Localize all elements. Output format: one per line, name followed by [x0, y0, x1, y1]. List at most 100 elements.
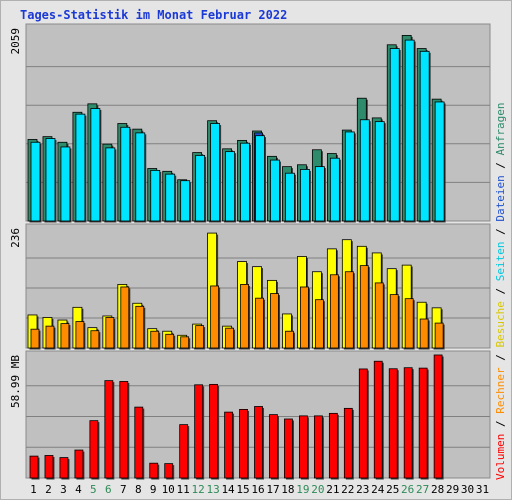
bar-dateien: [314, 166, 326, 223]
bar-rechner: [329, 274, 340, 350]
legend-sep-5: /: [494, 155, 507, 175]
bar-volumen: [358, 368, 369, 480]
bar-volumen: [328, 412, 339, 480]
y-axis-label-visits: 236: [9, 228, 22, 248]
bar-volumen: [269, 414, 279, 480]
legend-sep-4: /: [494, 222, 507, 242]
bar-volumen: [104, 380, 115, 480]
y-axis-label-hits: 2059: [9, 28, 22, 55]
bar-volumen: [224, 411, 235, 480]
bar-rechner: [30, 328, 41, 350]
chart-panel-volume: 58.99 MB: [9, 350, 491, 480]
bar-dateien: [359, 119, 371, 223]
bar-rechner: [240, 284, 251, 350]
bar-volumen: [59, 457, 70, 480]
legend-volumen: Volumen: [494, 434, 507, 480]
bar-dateien: [270, 159, 281, 223]
x-tick-label: 14: [221, 483, 235, 496]
x-tick-label: 4: [75, 483, 82, 496]
legend-besuche: Besuche: [494, 301, 507, 347]
bar-rechner: [165, 333, 176, 350]
bar-volumen: [119, 381, 130, 480]
bar-dateien: [434, 101, 446, 223]
bar-volumen: [29, 455, 40, 480]
bar-dateien: [329, 157, 341, 223]
bar-rechner: [60, 323, 71, 350]
legend-seiten: Seiten: [494, 242, 507, 282]
x-tick-label: 30: [461, 483, 474, 496]
bar-rechner: [270, 293, 280, 350]
legend-rechner: Rechner: [494, 367, 507, 414]
chart-panel-hits: 2059: [9, 23, 491, 223]
x-tick-label: 9: [150, 483, 157, 496]
bar-dateien: [120, 126, 132, 223]
bar-volumen: [44, 455, 55, 480]
bar-volumen: [134, 406, 145, 480]
bar-dateien: [105, 147, 117, 223]
x-tick-label: 1: [30, 483, 37, 496]
bar-volumen: [403, 367, 414, 480]
bar-dateien: [195, 154, 207, 223]
x-tick-label: 15: [236, 483, 249, 496]
x-tick-label: 24: [371, 483, 385, 496]
x-tick-label: 8: [135, 483, 142, 496]
x-tick-label: 21: [326, 483, 339, 496]
x-tick-label: 18: [281, 483, 294, 496]
x-tick-label: 22: [341, 483, 354, 496]
bar-dateien: [30, 141, 42, 223]
x-tick-label: 28: [431, 483, 444, 496]
bar-volumen: [74, 449, 85, 480]
bar-rechner: [300, 286, 310, 350]
bar-rechner: [120, 286, 131, 350]
bar-dateien: [90, 108, 102, 223]
bar-rechner: [150, 330, 161, 350]
bar-dateien: [180, 180, 192, 223]
x-tick-label: 12: [192, 483, 205, 496]
bar-dateien: [404, 39, 416, 223]
x-tick-label: 6: [105, 483, 112, 496]
bar-volumen: [343, 407, 354, 480]
bar-rechner: [180, 336, 191, 350]
legend-dateien: Dateien: [494, 175, 507, 221]
x-tick-label: 17: [266, 483, 279, 496]
x-tick-label: 25: [386, 483, 399, 496]
legend-sep-1: /: [494, 414, 507, 434]
bar-rechner: [255, 297, 266, 350]
bar-dateien: [225, 151, 237, 223]
bar-rechner: [105, 317, 116, 350]
bar-volumen: [164, 463, 175, 480]
bar-rechner: [135, 305, 146, 350]
bar-dateien: [374, 121, 386, 223]
x-tick-label: 3: [60, 483, 67, 496]
bar-volumen: [373, 360, 384, 480]
bar-volumen: [284, 418, 294, 480]
x-tick-label: 2: [45, 483, 52, 496]
bar-rechner: [225, 327, 236, 350]
bar-dateien: [255, 135, 267, 223]
x-tick-label: 7: [120, 483, 127, 496]
bar-rechner: [344, 271, 355, 350]
x-tick-label: 10: [162, 483, 175, 496]
chart-legend: Volumen / Rechner / Besuche / Seiten / D…: [494, 102, 507, 480]
bar-dateien: [45, 138, 57, 223]
bar-rechner: [374, 282, 385, 350]
bar-rechner: [75, 321, 86, 350]
bar-volumen: [254, 406, 265, 480]
bar-dateien: [285, 172, 296, 223]
bar-volumen: [179, 424, 190, 480]
x-tick-label: 20: [311, 483, 324, 496]
x-tick-label: 31: [476, 483, 489, 496]
bar-rechner: [404, 298, 415, 350]
bar-dateien: [419, 50, 431, 223]
x-tick-label: 26: [401, 483, 414, 496]
x-tick-label: 11: [177, 483, 190, 496]
bar-rechner: [90, 330, 101, 350]
bar-volumen: [149, 462, 160, 480]
bar-dateien: [389, 48, 401, 223]
bar-dateien: [240, 142, 252, 223]
bar-dateien: [165, 173, 177, 223]
bar-rechner: [210, 285, 221, 350]
bar-dateien: [135, 132, 147, 223]
bar-rechner: [389, 294, 400, 350]
